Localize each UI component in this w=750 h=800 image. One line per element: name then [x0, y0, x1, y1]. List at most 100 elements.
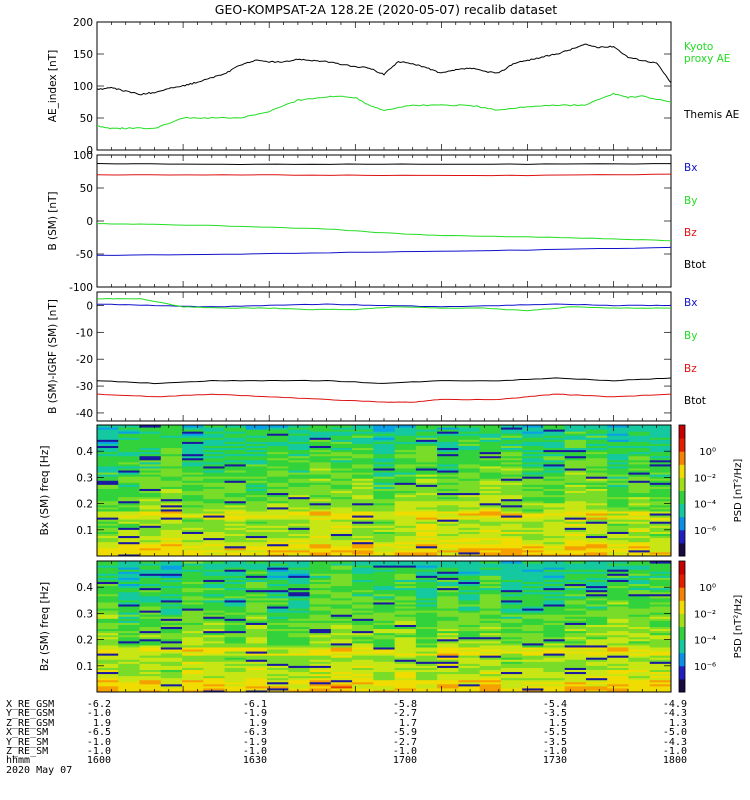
spectrogram-cell	[97, 632, 119, 636]
spectrogram-cell	[394, 673, 417, 677]
y-axis-label: Bx (SM) freq [Hz]	[39, 446, 51, 536]
spectrogram-cell	[118, 581, 141, 585]
spectrogram-cell	[628, 579, 651, 582]
spectrogram-cell	[479, 433, 502, 436]
spectrogram-cell	[458, 569, 481, 572]
spectrogram-cell	[97, 622, 119, 625]
spectrogram-cell	[267, 593, 289, 597]
spectrogram-cell	[139, 435, 162, 438]
spectrogram-cell	[437, 496, 459, 500]
spectrogram-cell	[309, 657, 332, 660]
spectrogram-cell	[394, 669, 417, 673]
spectrogram-cell	[500, 482, 523, 485]
spectrogram-cell	[458, 492, 481, 496]
spectrogram-cell	[564, 608, 587, 611]
spectrogram-cell	[203, 553, 226, 557]
spectrogram-cell	[203, 573, 226, 576]
colorbar-segment	[679, 546, 685, 550]
spectrogram-cell	[564, 470, 587, 473]
spectrogram-cell	[224, 597, 247, 601]
spectrogram-cell	[415, 624, 438, 627]
spectrogram-cell	[649, 601, 672, 605]
spectrogram-cell	[118, 449, 141, 453]
spectrogram-cell	[564, 593, 587, 597]
spectrogram-cell	[224, 677, 247, 681]
spectrogram-cell	[288, 431, 311, 434]
spectrogram-cell	[649, 508, 672, 512]
spectrogram-cell	[415, 563, 438, 566]
spectrogram-cell	[330, 599, 353, 603]
spectrogram-cell	[543, 535, 566, 539]
spectrogram-cell	[543, 595, 566, 599]
spectrogram-cell	[118, 533, 141, 537]
spectrogram-cell	[182, 453, 204, 457]
spectrogram-cell	[330, 543, 353, 547]
spectrogram-cell	[224, 498, 247, 502]
spectrogram-cell	[649, 447, 672, 451]
spectrogram-cell	[309, 646, 332, 650]
spectrogram-cell	[245, 433, 268, 436]
spectrogram-cell	[245, 453, 268, 457]
spectrogram-cell	[543, 587, 566, 591]
spectrogram-cell	[224, 508, 247, 512]
spectrogram-cell	[479, 488, 502, 491]
spectrogram-cell	[160, 470, 183, 473]
spectrogram-cell	[415, 616, 438, 619]
spectrogram-cell	[458, 571, 481, 574]
spectrogram-cell	[309, 500, 332, 504]
spectrogram-cell	[649, 581, 672, 585]
spectrogram-cell	[522, 651, 544, 654]
spectrogram-cell	[607, 506, 629, 510]
spectrogram-cell	[564, 687, 587, 691]
spectrogram-cell	[224, 510, 247, 514]
spectrogram-cell	[182, 467, 204, 471]
spectrogram-cell	[607, 689, 629, 693]
spectrogram-cell	[139, 486, 162, 489]
spectrogram-cell	[352, 537, 374, 541]
spectrogram-cell	[309, 561, 332, 564]
spectrogram-cell	[628, 642, 651, 646]
spectrogram-cell	[500, 484, 523, 487]
spectrogram-cell	[245, 616, 268, 619]
spectrogram-cell	[160, 513, 183, 516]
spectrogram-cell	[458, 655, 481, 658]
spectrogram-cell	[649, 657, 672, 660]
spectrogram-cell	[500, 498, 523, 502]
spectrogram-cell	[543, 445, 566, 449]
spectrogram-cell	[458, 612, 481, 615]
colorbar-segment	[679, 603, 685, 608]
spectrogram-cell	[564, 673, 587, 677]
spectrogram-cell	[330, 443, 353, 446]
spectrogram-cell	[288, 587, 311, 591]
spectrogram-cell	[352, 620, 374, 623]
ephemeris-value: 1.3	[668, 717, 687, 729]
spectrogram-cell	[330, 502, 353, 506]
spectrogram-cell	[267, 603, 289, 607]
spectrogram-cell	[224, 490, 247, 494]
spectrogram-cell	[97, 539, 119, 543]
spectrogram-cell	[139, 427, 162, 430]
spectrogram-cell	[288, 470, 311, 473]
spectrogram-cell	[139, 649, 162, 652]
spectrogram-cell	[352, 521, 374, 524]
spectrogram-cell	[330, 685, 353, 689]
spectrogram-cell	[585, 620, 608, 623]
spectrogram-cell	[649, 573, 672, 576]
spectrogram-cell	[373, 649, 396, 652]
spectrogram-cell	[182, 504, 204, 508]
spectrogram-cell	[479, 467, 502, 471]
spectrogram-cell	[585, 535, 608, 539]
spectrogram-cell	[97, 634, 119, 638]
spectrogram-cell	[607, 455, 629, 459]
spectrogram-cell	[224, 457, 247, 461]
spectrogram-cell	[479, 651, 502, 654]
spectrogram-cell	[139, 669, 162, 673]
spectrogram-cell	[500, 531, 523, 534]
spectrogram-cell	[585, 453, 608, 457]
spectrogram-cell	[628, 638, 651, 642]
spectrogram-cell	[373, 498, 396, 502]
ephemeris-value: 1730	[542, 755, 567, 767]
spectrogram-cell	[182, 517, 204, 520]
spectrogram-cell	[373, 539, 396, 543]
spectrogram-cell	[607, 677, 629, 681]
